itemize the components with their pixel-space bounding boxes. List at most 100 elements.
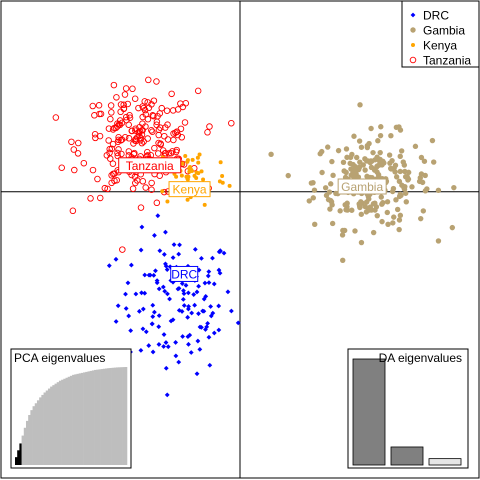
- point-drc: [192, 246, 198, 252]
- point-gambia: [396, 178, 403, 185]
- point-tanzania: [109, 126, 117, 133]
- point-gambia: [394, 206, 401, 213]
- point-drc: [201, 308, 207, 314]
- point-gambia: [409, 184, 415, 190]
- point-gambia: [375, 171, 382, 178]
- pca-eigen-bar: [102, 368, 106, 465]
- point-gambia: [328, 197, 334, 204]
- point-drc: [113, 319, 119, 324]
- pca-eigen-bar: [120, 367, 123, 465]
- point-tanzania: [126, 112, 133, 119]
- pca-eigen-bar: [78, 373, 82, 465]
- point-drc: [205, 321, 211, 326]
- point-drc: [196, 283, 202, 289]
- pca-eigen-bar: [67, 376, 71, 465]
- point-drc: [126, 313, 132, 319]
- point-drc: [203, 294, 209, 299]
- point-drc: [173, 340, 179, 345]
- pca-eigen-bar: [43, 392, 47, 465]
- point-kenya: [201, 177, 206, 182]
- point-gambia: [344, 154, 350, 160]
- point-drc: [177, 242, 182, 248]
- point-gambia: [389, 188, 396, 195]
- point-drc: [142, 290, 148, 296]
- point-gambia: [311, 187, 318, 193]
- point-tanzania: [150, 97, 158, 104]
- point-tanzania: [145, 76, 152, 84]
- point-gambia: [391, 214, 397, 220]
- pca-eigen-bar: [47, 388, 51, 465]
- pca-eigen-bar: [23, 427, 27, 465]
- point-gambia: [431, 159, 437, 165]
- point-drc: [170, 255, 176, 261]
- point-tanzania: [173, 146, 180, 154]
- point-tanzania: [129, 185, 137, 192]
- point-drc: [163, 365, 169, 371]
- point-tanzania: [170, 136, 177, 144]
- point-gambia: [378, 124, 384, 130]
- pca-eigen-bar: [41, 394, 44, 465]
- pca-eigen-bar: [89, 370, 93, 465]
- point-tanzania: [128, 127, 135, 135]
- point-drc: [142, 272, 148, 278]
- pca-eigen-bar: [45, 390, 49, 465]
- pca-eigen-bar: [109, 367, 112, 465]
- point-gambia: [363, 199, 370, 205]
- point-tanzania: [154, 150, 162, 157]
- point-drc: [170, 317, 176, 323]
- point-gambia: [420, 208, 427, 214]
- point-tanzania: [114, 152, 121, 160]
- pca-eigen-bar: [63, 378, 66, 465]
- point-drc: [162, 288, 168, 294]
- point-drc: [156, 342, 162, 347]
- point-kenya: [220, 173, 225, 178]
- point-drc: [217, 248, 223, 254]
- point-tanzania: [107, 102, 115, 109]
- point-tanzania: [138, 131, 146, 138]
- point-gambia: [435, 238, 442, 244]
- point-gambia: [374, 154, 380, 160]
- point-tanzania: [114, 138, 122, 146]
- point-tanzania: [132, 127, 139, 134]
- point-gambia: [402, 174, 409, 180]
- legend-marker-drc: [410, 12, 416, 18]
- point-tanzania: [157, 140, 164, 147]
- point-gambia: [354, 154, 360, 161]
- pca-eigen-bar: [28, 415, 31, 465]
- point-tanzania: [153, 199, 161, 207]
- point-gambia: [368, 125, 374, 132]
- point-tanzania: [111, 124, 118, 132]
- point-kenya: [196, 160, 201, 165]
- point-gambia: [357, 159, 363, 165]
- point-tanzania: [68, 138, 75, 146]
- point-gambia: [362, 167, 368, 173]
- point-tanzania: [115, 121, 123, 128]
- point-gambia: [397, 212, 404, 219]
- point-drc: [185, 290, 191, 296]
- point-gambia: [349, 207, 355, 213]
- pca-eigen-bar: [72, 374, 75, 465]
- pca-eigen-bar: [94, 369, 97, 465]
- point-gambia: [349, 151, 355, 158]
- point-drc: [216, 267, 222, 273]
- point-tanzania: [121, 91, 129, 98]
- point-drc: [153, 268, 158, 274]
- point-drc: [138, 247, 144, 253]
- point-tanzania: [194, 87, 202, 95]
- point-gambia: [310, 195, 317, 201]
- point-drc: [206, 269, 212, 275]
- point-tanzania: [169, 148, 176, 155]
- point-gambia: [355, 174, 362, 180]
- point-gambia: [329, 158, 335, 165]
- point-tanzania: [94, 175, 101, 183]
- pca-eigen-bar: [69, 375, 73, 465]
- point-gambia: [449, 224, 456, 231]
- pca-eigen-bar: [100, 369, 104, 465]
- pca-eigen-bar: [87, 371, 90, 465]
- pca-eigen-bar: [76, 373, 79, 465]
- point-drc: [183, 282, 189, 288]
- point-drc: [160, 284, 166, 290]
- point-kenya: [197, 152, 202, 157]
- point-tanzania: [113, 176, 120, 184]
- point-gambia: [352, 166, 359, 172]
